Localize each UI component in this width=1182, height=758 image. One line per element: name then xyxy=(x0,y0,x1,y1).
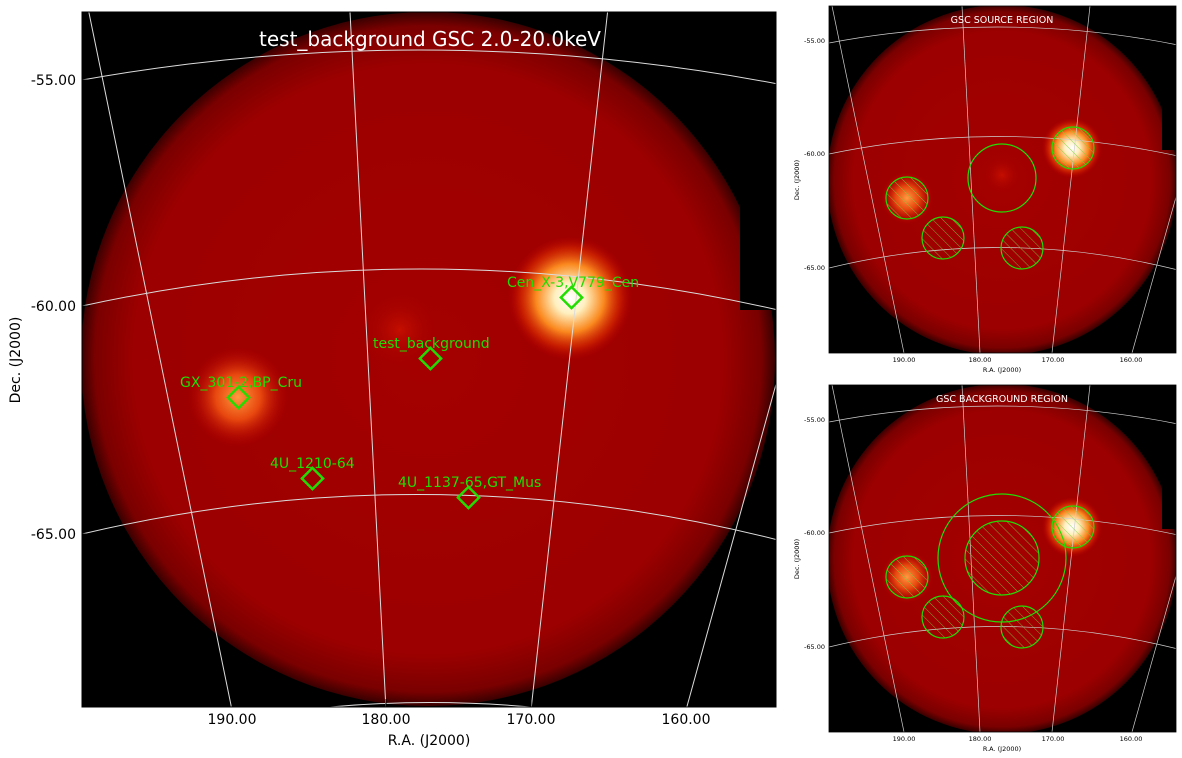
grid-dec-60 xyxy=(82,268,776,311)
region-circle-hatched xyxy=(964,520,1040,596)
ytick-label: -55.00 xyxy=(804,37,825,45)
grid-ra-160 xyxy=(686,382,776,707)
grid-line xyxy=(829,405,1176,424)
source-panel-frame xyxy=(828,5,1177,354)
exposure-edge-mask xyxy=(1162,469,1176,529)
source-label-cen-x3: Cen_X-3,V779_Cen xyxy=(507,275,639,291)
main-panel: Cen_X-3,V779_Cen test_background GX_301-… xyxy=(8,11,777,749)
source-glow-cen-x3 xyxy=(508,236,632,360)
source-glow-gx301 xyxy=(188,347,288,447)
y-axis-label: Dec. (J2000) xyxy=(8,317,24,404)
grid-line xyxy=(829,136,1176,156)
grid-line xyxy=(831,385,905,732)
source-panel-title: GSC SOURCE REGION xyxy=(951,15,1054,26)
background-panel-frame xyxy=(828,384,1177,733)
ytick-label: -60.00 xyxy=(804,529,825,537)
ytick-label: -55.00 xyxy=(31,73,76,89)
xtick-label: 160.00 xyxy=(1120,356,1143,364)
source-marker xyxy=(226,385,251,410)
xtick-label: 180.00 xyxy=(969,735,992,743)
main-frame xyxy=(81,11,777,708)
grid-line xyxy=(1051,6,1091,353)
background-region-panel: GSC BACKGROUND REGION -55.00 -60.00 -65.… xyxy=(793,384,1177,753)
region-circles xyxy=(885,493,1095,649)
region-circle-hatched xyxy=(885,176,929,220)
exposure-edge-mask xyxy=(740,200,776,310)
main-ticks xyxy=(82,79,687,707)
region-circle-hatched xyxy=(1051,126,1095,170)
source-labels: Cen_X-3,V779_Cen test_background GX_301-… xyxy=(180,275,639,491)
xtick-label: 180.00 xyxy=(362,712,411,728)
ytick-label: -65.00 xyxy=(804,643,825,651)
source-markers xyxy=(226,285,584,510)
ytick-label: -60.00 xyxy=(31,299,76,315)
grid-dec-65 xyxy=(82,493,776,541)
grid-line xyxy=(1051,385,1091,732)
source-marker xyxy=(456,485,481,510)
source-label-gx301: GX_301-2,BP_Cru xyxy=(180,375,302,391)
grid-ra-170 xyxy=(530,12,609,707)
region-circle-hatched xyxy=(885,555,929,599)
grid-line xyxy=(831,6,905,353)
source-label-4u1210: 4U_1210-64 xyxy=(270,456,355,472)
grid-line xyxy=(1131,574,1176,732)
xtick-label: 170.00 xyxy=(507,712,556,728)
source-marker xyxy=(559,285,584,310)
xtick-label: 180.00 xyxy=(969,356,992,364)
ytick-label: -65.00 xyxy=(31,527,76,543)
source-label-test-background: test_background xyxy=(373,336,490,352)
region-circle-hatched xyxy=(1000,605,1044,649)
y-axis-label: Dec. (J2000) xyxy=(793,160,801,200)
xtick-label: 170.00 xyxy=(1042,356,1065,364)
main-axis-labels: -55.00 -60.00 -65.00 190.00 180.00 170.0… xyxy=(8,73,711,749)
coordinate-grid xyxy=(82,12,776,707)
diffuse-glow xyxy=(982,155,1022,195)
source-marker xyxy=(418,346,443,371)
x-axis-label: R.A. (J2000) xyxy=(388,733,471,749)
grid-line xyxy=(829,515,1176,535)
source-region-circle xyxy=(967,143,1037,213)
main-title: test_background GSC 2.0-20.0keV xyxy=(259,27,601,51)
grid-line xyxy=(829,26,1176,45)
region-circle-hatched xyxy=(1000,226,1044,270)
xtick-label: 160.00 xyxy=(1120,735,1143,743)
exposure-edge-mask xyxy=(1162,90,1176,150)
diffuse-glow xyxy=(360,290,440,370)
grid-ra-190 xyxy=(88,12,232,707)
x-axis-label: R.A. (J2000) xyxy=(983,745,1021,753)
source-region-panel: GSC SOURCE REGION -55.00 -60.00 -65.00 1… xyxy=(793,5,1177,374)
ytick-label: -55.00 xyxy=(804,416,825,424)
source-panel-axis-labels: -55.00 -60.00 -65.00 190.00 180.00 170.0… xyxy=(793,37,1142,374)
y-axis-label: Dec. (J2000) xyxy=(793,539,801,579)
ytick-label: -65.00 xyxy=(804,264,825,272)
xtick-label: 160.00 xyxy=(662,712,711,728)
grid-dec-55 xyxy=(82,49,776,85)
source-marker xyxy=(300,466,325,491)
region-circle-hatched xyxy=(921,216,965,260)
region-circles xyxy=(885,126,1095,270)
grid-line xyxy=(1131,195,1176,353)
ytick-label: -60.00 xyxy=(804,150,825,158)
sky-disk xyxy=(82,12,775,706)
source-label-4u1137: 4U_1137-65,GT_Mus xyxy=(398,475,541,491)
x-axis-label: R.A. (J2000) xyxy=(983,366,1021,374)
background-panel-title: GSC BACKGROUND REGION xyxy=(936,394,1068,405)
xtick-label: 190.00 xyxy=(208,712,257,728)
grid-line xyxy=(961,6,981,353)
xtick-label: 190.00 xyxy=(893,735,916,743)
xtick-label: 190.00 xyxy=(893,356,916,364)
grid-ra-180 xyxy=(349,12,387,707)
background-region-circle xyxy=(937,493,1067,623)
region-circle-hatched xyxy=(921,595,965,639)
background-panel-axis-labels: -55.00 -60.00 -65.00 190.00 180.00 170.0… xyxy=(793,416,1142,753)
xtick-label: 170.00 xyxy=(1042,735,1065,743)
